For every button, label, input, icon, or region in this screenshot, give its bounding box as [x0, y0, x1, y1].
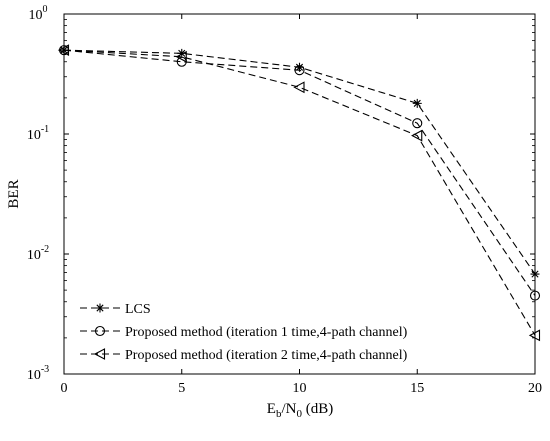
x-tick-label: 10: [293, 381, 307, 396]
legend-entry-2: Proposed method (iteration 1 time,4-path…: [80, 325, 408, 340]
legend-label: LCS: [125, 302, 151, 317]
asterisk-marker: [177, 48, 187, 58]
asterisk-marker: [295, 62, 304, 72]
series-1: [59, 45, 540, 279]
asterisk-marker: [95, 303, 105, 313]
y-axis-label: BER: [6, 179, 22, 208]
circle-marker: [294, 65, 305, 76]
x-tick-label: 0: [61, 381, 68, 396]
series-line: [63, 49, 536, 296]
legend-label: Proposed method (iteration 1 time,4-path…: [125, 325, 408, 340]
triangle-left-marker: [411, 129, 423, 142]
asterisk-marker: [530, 269, 540, 279]
series-line: [63, 49, 536, 336]
series-2: [58, 45, 541, 301]
x-tick-label: 20: [528, 381, 542, 396]
plot-area: [63, 13, 536, 375]
y-tick-label: 10-2: [27, 244, 49, 263]
legend: LCS Proposed method (iteration 1 time,4-p…: [80, 302, 408, 363]
y-tick-label: 10-1: [27, 124, 49, 143]
triangle-left-marker: [175, 50, 187, 63]
x-tick-label: 15: [410, 381, 424, 396]
triangle-left-marker: [93, 348, 106, 360]
circle-marker: [412, 118, 423, 129]
circle-marker: [529, 290, 541, 301]
legend-entry-1: LCS: [80, 302, 151, 317]
y-tick-label: 10-3: [27, 364, 49, 383]
legend-entry-3: Proposed method (iteration 2 time,4-path…: [80, 348, 408, 363]
triangle-left-marker: [293, 81, 305, 94]
triangle-left-marker: [57, 44, 70, 57]
axis-ticks: 0 5 10 15 20 100 10-1 10-2 10-3: [27, 4, 542, 396]
x-axis-label: Eb/N0 (dB): [267, 401, 333, 420]
legend-label: Proposed method (iteration 2 time,4-path…: [125, 348, 408, 363]
series-3: [57, 44, 541, 342]
x-tick-label: 5: [178, 381, 185, 396]
triangle-left-marker: [528, 329, 541, 342]
series-layer: [57, 44, 541, 342]
circle-marker: [94, 325, 106, 337]
y-tick-label: 100: [29, 4, 48, 23]
asterisk-marker: [412, 98, 422, 108]
